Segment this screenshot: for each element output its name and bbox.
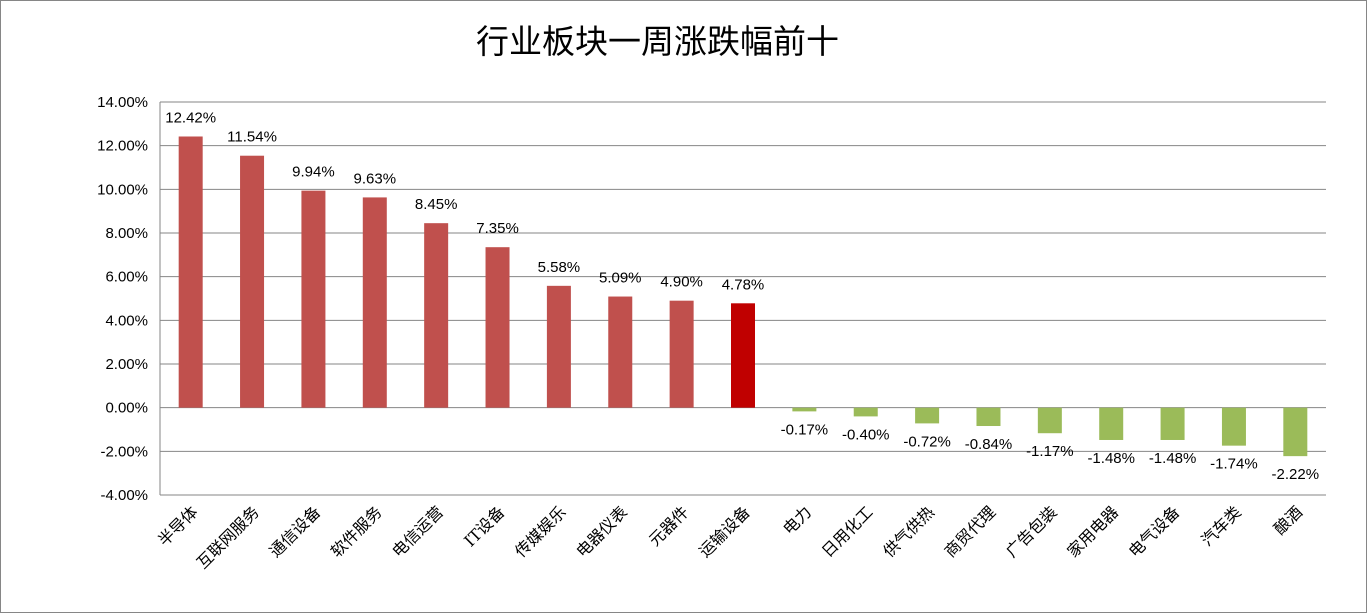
y-tick-label: 14.00% bbox=[97, 94, 148, 111]
y-tick-label: 2.00% bbox=[105, 356, 148, 373]
x-tick-label: 通信设备 bbox=[266, 502, 325, 561]
bar bbox=[976, 407, 1001, 427]
x-tick-label: 电器仪表 bbox=[572, 502, 631, 561]
data-label: -1.48% bbox=[1149, 450, 1197, 467]
data-label: 9.63% bbox=[354, 170, 397, 187]
x-tick-label: 酿酒 bbox=[1270, 502, 1306, 538]
x-tick-label: IT设备 bbox=[460, 502, 508, 550]
x-tick-label: 电力 bbox=[779, 502, 815, 538]
data-label: -0.40% bbox=[842, 426, 890, 443]
bar bbox=[1099, 407, 1124, 440]
bar bbox=[731, 303, 755, 408]
y-tick-label: 4.00% bbox=[105, 312, 148, 329]
x-tick-label: 运输设备 bbox=[695, 502, 754, 561]
x-tick-label: 电气设备 bbox=[1125, 502, 1184, 561]
y-tick-label: 6.00% bbox=[105, 269, 148, 286]
data-label: 4.90% bbox=[660, 274, 703, 291]
data-label: -2.22% bbox=[1272, 466, 1320, 483]
bar bbox=[301, 190, 326, 408]
chart-title: 行业板块一周涨跌幅前十 bbox=[476, 22, 839, 61]
data-label: 5.09% bbox=[599, 270, 642, 287]
bar bbox=[1221, 407, 1246, 446]
x-tick-label: 广告包装 bbox=[1002, 502, 1061, 561]
x-tick-label: 软件服务 bbox=[327, 502, 386, 561]
x-tick-label: 互联网服务 bbox=[193, 502, 263, 572]
y-tick-label: 10.00% bbox=[97, 181, 148, 198]
bar bbox=[424, 223, 449, 408]
x-tick-label: 元器件 bbox=[645, 502, 692, 549]
y-tick-label: -4.00% bbox=[100, 487, 148, 504]
bar bbox=[1160, 407, 1185, 440]
data-label: 12.42% bbox=[165, 109, 216, 126]
y-tick-label: 0.00% bbox=[105, 400, 148, 417]
x-tick-label: 汽车类 bbox=[1197, 502, 1244, 549]
data-label: -1.74% bbox=[1210, 456, 1258, 473]
data-label: 9.94% bbox=[292, 164, 335, 181]
bar bbox=[485, 247, 510, 408]
bar bbox=[915, 407, 940, 424]
bar bbox=[546, 285, 571, 408]
x-tick-label: 家用电器 bbox=[1063, 502, 1122, 561]
y-tick-label: -2.00% bbox=[100, 443, 148, 460]
x-tick-label: 供气供热 bbox=[879, 502, 938, 561]
bar bbox=[792, 407, 817, 412]
x-tick-label: 日用化工 bbox=[818, 502, 877, 561]
data-label: -0.84% bbox=[965, 436, 1013, 453]
bar bbox=[1283, 407, 1308, 457]
data-label: 8.45% bbox=[415, 196, 458, 213]
data-label: -1.17% bbox=[1026, 443, 1074, 460]
bar bbox=[240, 155, 265, 408]
bar bbox=[608, 296, 633, 408]
data-label: -0.72% bbox=[903, 433, 951, 450]
data-label: 5.58% bbox=[538, 259, 581, 276]
y-tick-label: 12.00% bbox=[97, 138, 148, 155]
data-label: 4.78% bbox=[722, 276, 765, 293]
data-label: -0.17% bbox=[781, 421, 829, 438]
data-label: -1.48% bbox=[1087, 450, 1135, 467]
data-label: 7.35% bbox=[476, 220, 519, 237]
bar bbox=[362, 197, 387, 408]
x-tick-label: 商贸代理 bbox=[941, 502, 1000, 561]
data-label: 11.54% bbox=[227, 129, 277, 146]
x-tick-label: 传媒娱乐 bbox=[511, 502, 570, 561]
bar bbox=[853, 407, 878, 417]
x-tick-label: 电信运营 bbox=[388, 502, 447, 561]
x-tick-label: 半导体 bbox=[154, 502, 201, 549]
y-tick-label: 8.00% bbox=[105, 225, 148, 242]
bar bbox=[178, 136, 203, 408]
bar bbox=[669, 300, 694, 408]
bar bbox=[1037, 407, 1062, 434]
